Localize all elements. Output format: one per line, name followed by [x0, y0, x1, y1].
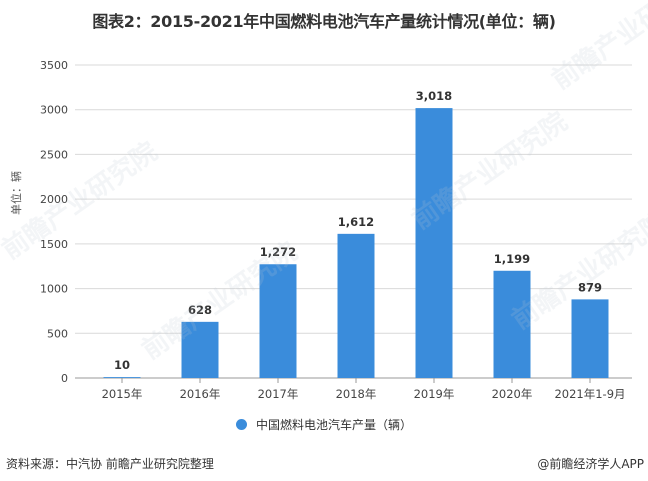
bar	[415, 108, 453, 379]
x-tick-label: 2018年	[336, 387, 377, 401]
credit-note: @前瞻经济学人APP	[537, 457, 644, 471]
bar	[103, 377, 141, 378]
y-tick-label: 500	[47, 327, 68, 340]
legend-marker-icon	[235, 419, 247, 430]
y-tick-label: 2500	[40, 148, 68, 161]
bar-value-label: 1,612	[338, 215, 374, 229]
y-tick-label: 1000	[40, 283, 68, 296]
y-tick-label: 0	[61, 372, 68, 385]
x-tick-label: 2021年1-9月	[554, 387, 625, 401]
bar	[493, 270, 531, 378]
source-note: 资料来源：中汽协 前瞻产业研究院整理	[6, 457, 214, 471]
x-tick-label: 2016年	[180, 387, 221, 401]
legend-label: 中国燃料电池汽车产量（辆）	[255, 418, 412, 432]
x-tick-label: 2015年	[102, 387, 143, 401]
bar-value-label: 1,272	[260, 245, 296, 259]
x-tick-label: 2017年	[258, 387, 299, 401]
y-axis-label: 单位：辆	[10, 171, 23, 215]
bar-value-label: 1,199	[494, 252, 530, 266]
y-tick-label: 3000	[40, 104, 68, 117]
watermark: 前瞻产业研究院	[546, 0, 648, 96]
y-tick-label: 2000	[40, 193, 68, 206]
y-tick-label: 1500	[40, 238, 68, 251]
bar	[571, 299, 609, 378]
bar-value-label: 3,018	[416, 89, 452, 103]
x-tick-label: 2019年	[414, 387, 455, 401]
bar	[337, 233, 375, 378]
bar-value-label: 879	[578, 280, 602, 294]
legend: 中国燃料电池汽车产量（辆）	[0, 416, 648, 433]
y-tick-label: 3500	[40, 59, 68, 72]
watermark: 前瞻产业研究院	[0, 136, 163, 266]
bar-value-label: 628	[188, 303, 212, 317]
chart-title: 图表2：2015-2021年中国燃料电池汽车产量统计情况(单位：辆)	[92, 12, 556, 31]
bar	[259, 264, 297, 378]
x-tick-label: 2020年	[492, 387, 533, 401]
bar-value-label: 10	[114, 358, 130, 372]
bar	[181, 321, 219, 378]
